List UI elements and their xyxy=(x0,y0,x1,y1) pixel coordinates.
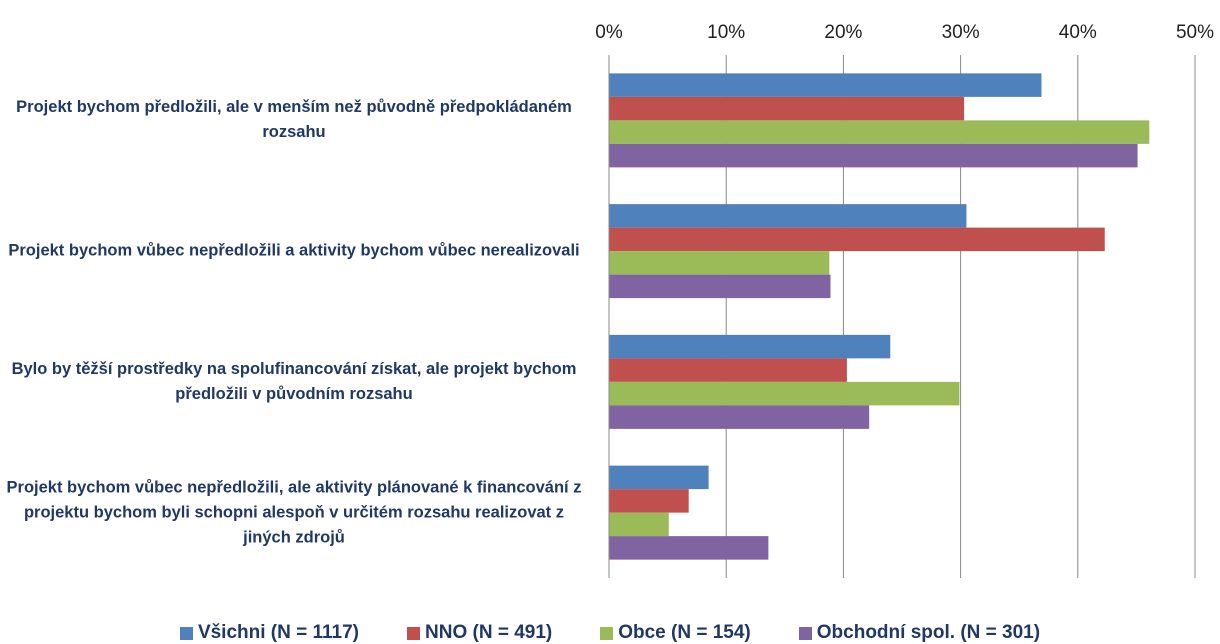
category-label: Bylo by těžší prostředky na spolufinanco… xyxy=(11,359,577,403)
legend-item: Všichni (N = 1117) xyxy=(179,622,359,644)
bar xyxy=(609,204,967,228)
legend-label: Obchodní spol. (N = 301) xyxy=(816,622,1041,643)
bar xyxy=(609,334,891,359)
x-tick-label: 50% xyxy=(1176,22,1214,43)
legend-item: Obchodní spol. (N = 301) xyxy=(798,622,1041,644)
legend: Všichni (N = 1117) NNO (N = 491) Obce (N =… xyxy=(0,622,1220,644)
bar xyxy=(609,405,870,429)
category-label: Projekt bychom předložili, ale v menším … xyxy=(16,98,572,142)
bar xyxy=(609,227,1105,252)
bar xyxy=(609,465,709,490)
legend-label: Obce (N = 154) xyxy=(618,622,751,643)
x-tick-label: 20% xyxy=(824,22,862,43)
bar xyxy=(609,73,1042,97)
legend-label: Všichni (N = 1117) xyxy=(197,622,359,643)
bar xyxy=(609,358,847,382)
bar xyxy=(609,536,769,560)
bar xyxy=(609,381,960,406)
legend-swatch xyxy=(179,626,193,640)
bar xyxy=(609,96,965,121)
legend-swatch xyxy=(798,626,812,640)
bar xyxy=(609,274,831,299)
category-label: Projekt bychom vůbec nepředložili a akti… xyxy=(8,241,580,260)
x-tick-label: 40% xyxy=(1059,22,1097,43)
x-tick-label: 30% xyxy=(942,22,980,43)
bar xyxy=(609,489,689,513)
legend-swatch xyxy=(407,626,420,640)
legend-label: NNO (N = 491) xyxy=(425,622,553,643)
bar xyxy=(609,120,1150,144)
bar xyxy=(609,143,1138,168)
x-tick-label: 0% xyxy=(595,22,623,43)
legend-item: Obce (N = 154) xyxy=(600,622,751,644)
legend-swatch xyxy=(600,626,614,640)
bar xyxy=(609,512,669,537)
category-label: Projekt bychom vůbec nepředložili, ale a… xyxy=(6,478,582,547)
bar xyxy=(609,251,830,275)
legend-item: NNO (N = 491) xyxy=(407,622,552,644)
x-tick-label: 10% xyxy=(707,22,745,43)
